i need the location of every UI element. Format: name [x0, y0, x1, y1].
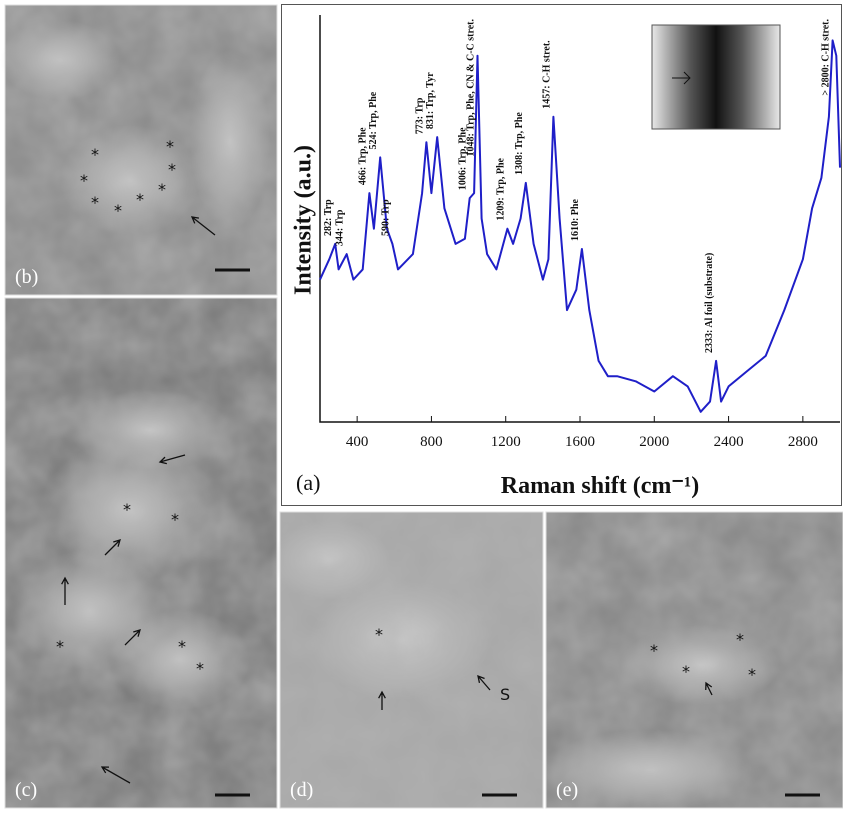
- peak-annotation: 466: Trp, Phe: [357, 127, 368, 185]
- asterisk: *: [736, 630, 744, 649]
- asterisk: *: [375, 625, 383, 644]
- micrograph-texture: [280, 512, 543, 808]
- asterisk: *: [178, 637, 186, 656]
- peak-annotation: 831: Trp, Tyr: [425, 72, 436, 129]
- asterisk: *: [123, 500, 131, 519]
- peak-annotation: 1308: Trp, Phe: [514, 112, 525, 175]
- micrograph-texture: [5, 298, 277, 808]
- panel-label: (d): [290, 779, 313, 801]
- peak-annotation: 524: Trp, Phe: [368, 91, 379, 149]
- asterisk: *: [91, 145, 99, 164]
- x-tick-label: 1600: [565, 434, 595, 450]
- micrograph-texture: [5, 5, 277, 295]
- x-axis-label: Raman shift (cm⁻¹): [501, 473, 700, 499]
- asterisk: *: [136, 190, 144, 209]
- asterisk: *: [56, 637, 64, 656]
- x-tick-label: 1200: [491, 434, 521, 450]
- peak-annotation: 1610: Phe: [570, 199, 581, 242]
- peak-annotation: 1457: C-H stret.: [541, 40, 552, 109]
- x-tick-label: 2000: [639, 434, 669, 450]
- asterisk: *: [80, 171, 88, 190]
- page: {"chart_data": {"type": "line", "panel_l…: [0, 0, 843, 813]
- asterisk: *: [650, 641, 658, 660]
- micrograph: * (d) S: [270, 512, 543, 808]
- asterisk: *: [171, 510, 179, 529]
- peak-annotation: 282: Trp: [323, 199, 334, 236]
- x-tick-label: 400: [346, 434, 369, 450]
- peak-annotation: 344: Trp: [335, 209, 346, 246]
- panel-label: (c): [15, 779, 37, 801]
- micrograph-texture: [546, 512, 843, 808]
- y-axis-label: Intensity (a.u.): [291, 145, 317, 295]
- asterisk: *: [168, 160, 176, 179]
- micrograph: ********(b): [0, 5, 277, 295]
- asterisk: *: [166, 137, 174, 156]
- peak-annotation: 1209: Trp, Phe: [495, 157, 506, 220]
- micrograph: * * * * * (c): [5, 298, 277, 808]
- asterisk: *: [748, 665, 756, 684]
- asterisk: *: [91, 193, 99, 212]
- micrograph: ****(e): [540, 512, 843, 810]
- peak-annotation: 2333: Al foil (substrate): [704, 253, 715, 353]
- asterisk: *: [682, 662, 690, 681]
- asterisk: *: [114, 201, 122, 220]
- panel-label: (a): [296, 470, 320, 495]
- panel-label: (b): [15, 266, 38, 288]
- peak-annotation: > 2800: C-H stret.: [821, 19, 832, 96]
- x-tick-label: 2800: [788, 434, 818, 450]
- asterisk: *: [196, 659, 204, 678]
- figure: (a) Raman shift (cm⁻¹) Intensity (a.u.) …: [0, 0, 843, 813]
- peak-annotation: 773: Trp: [414, 97, 425, 134]
- inset-image: [652, 25, 780, 129]
- peak-annotation: 590: Trp: [380, 199, 391, 236]
- peak-annotation: 1048: Trp, Phe, CN & C-C stret.: [465, 19, 476, 157]
- panel-label: (e): [556, 779, 578, 801]
- x-tick-label: 2400: [714, 434, 744, 450]
- asterisk: *: [158, 180, 166, 199]
- annotation-letter: S: [500, 685, 510, 704]
- x-tick-label: 800: [420, 434, 443, 450]
